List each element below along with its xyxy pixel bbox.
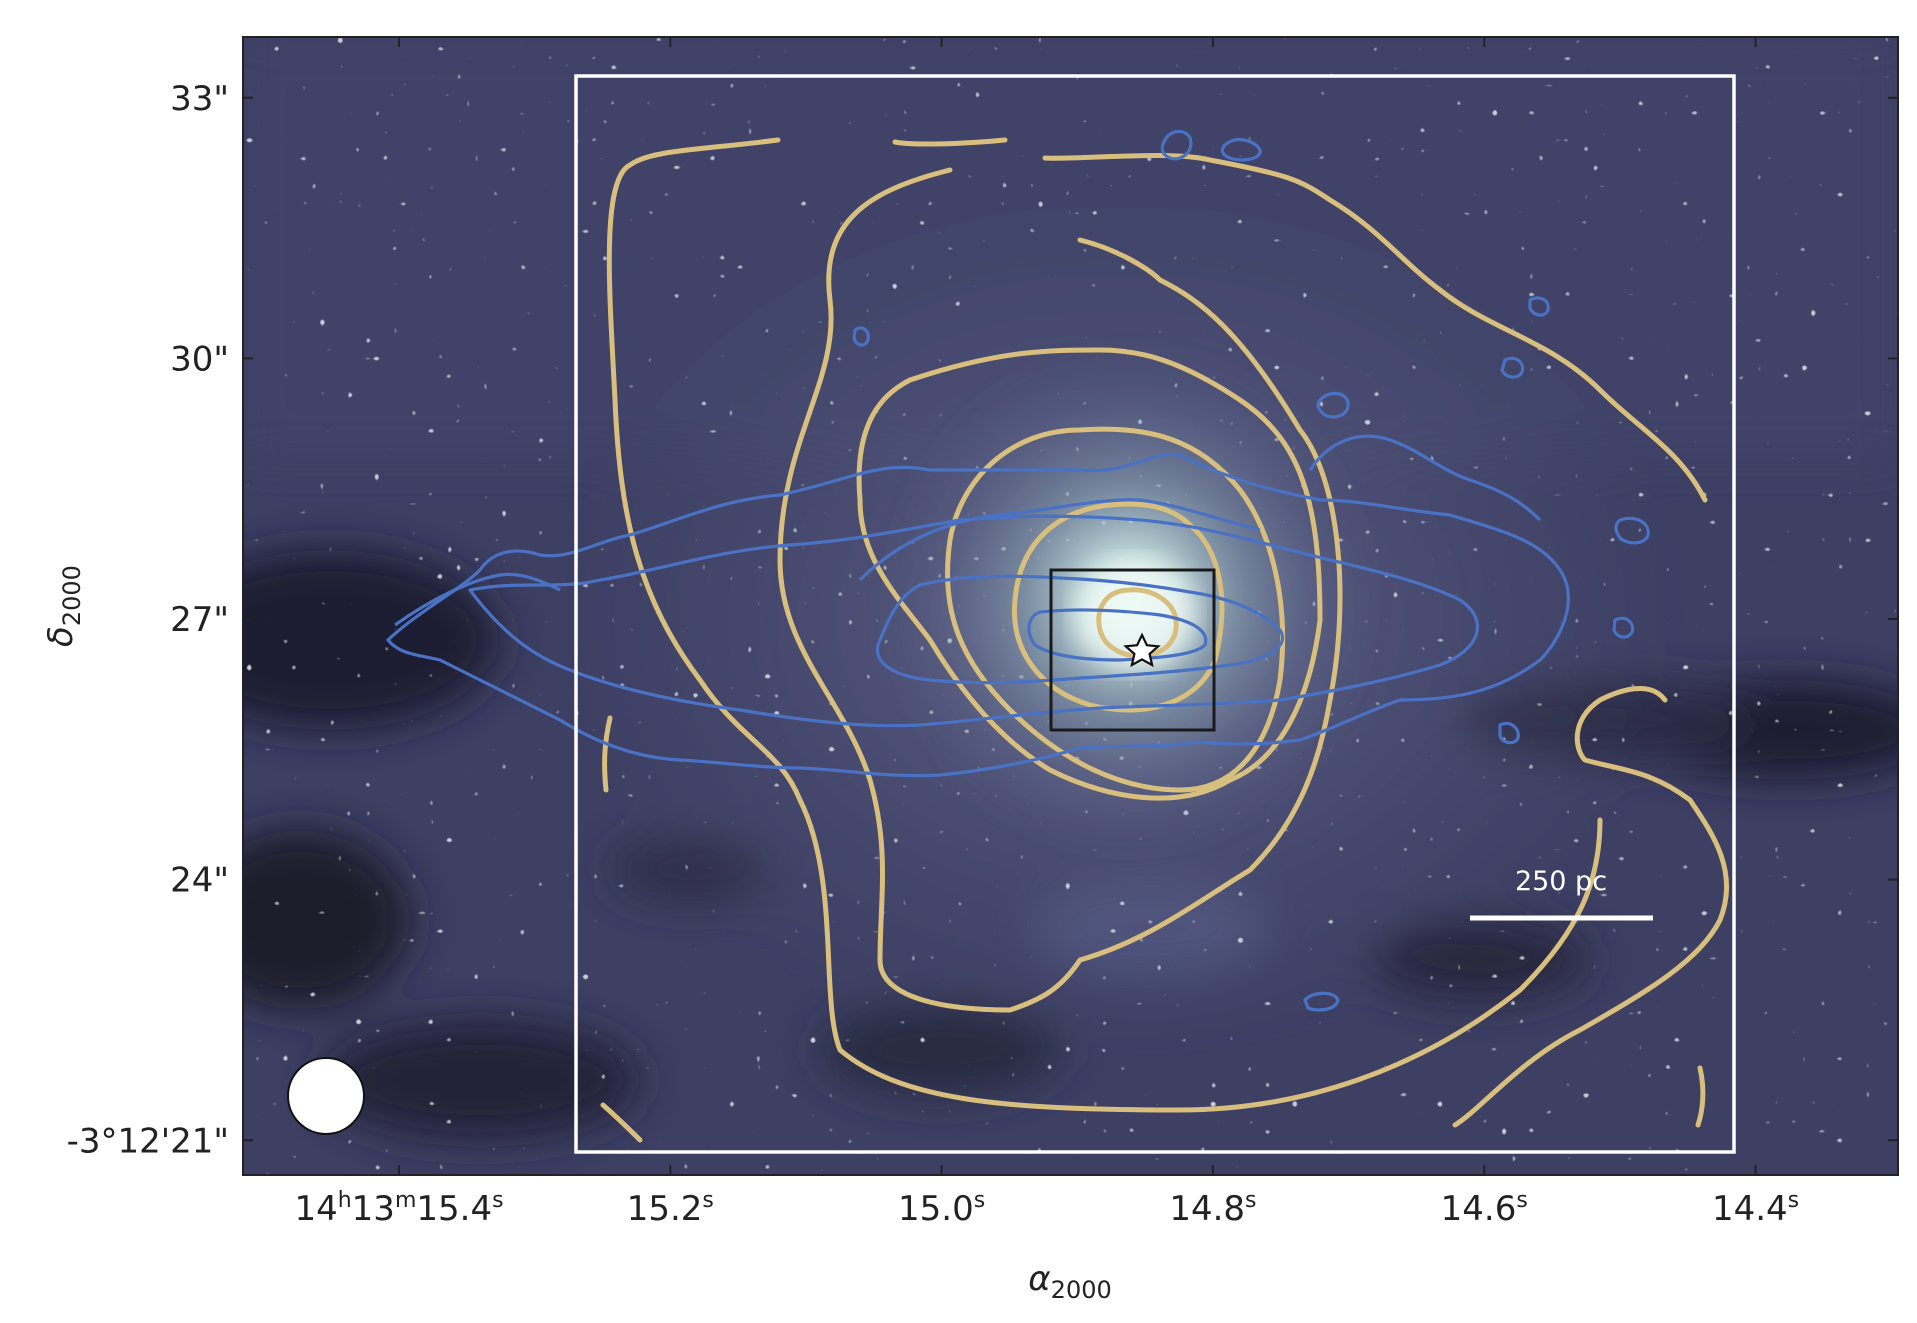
- x-axis-label: α2000: [1028, 1259, 1112, 1304]
- tan-contour-4: [945, 426, 1286, 793]
- y-axis-label-symbol: δ: [41, 626, 81, 647]
- x-tick-label-3-part-1: s: [1245, 1188, 1256, 1213]
- blue-contour-blob-7: [852, 326, 870, 347]
- blue-contour-blob-1: [1316, 391, 1350, 419]
- y-tick-label-1: 24": [170, 861, 229, 901]
- tan-contour-1c: [1042, 153, 1708, 503]
- blue-contour-upper-arm: [1308, 434, 1542, 522]
- x-tick-label-5: 14.4s: [1712, 1188, 1799, 1229]
- x-tick-label-3-part-0: 14.8: [1169, 1189, 1245, 1229]
- x-axis-label-symbol: α: [1028, 1259, 1050, 1299]
- x-tick-label-0-part-2: 13: [352, 1189, 395, 1229]
- blue-contour-top-cloud: [1160, 129, 1193, 161]
- tan-contour-1b: [892, 137, 1008, 147]
- x-tick-label-2-part-1: s: [974, 1188, 985, 1213]
- blue-contour-blob-5: [1303, 991, 1340, 1012]
- x-tick-label-0-part-1: h: [338, 1188, 352, 1213]
- x-tick-label-1-part-1: s: [702, 1188, 713, 1213]
- nucleus-star-marker: [1123, 632, 1161, 668]
- blue-contour-blob-8: [1528, 296, 1550, 317]
- tan-contours: [600, 137, 1730, 1143]
- y-axis-label: δ2000: [41, 565, 86, 647]
- x-tick-label-0-part-4: 15.4: [416, 1189, 492, 1229]
- x-axis-label-subscript: 2000: [1051, 1276, 1112, 1304]
- x-tick-label-0-part-3: m: [395, 1188, 416, 1213]
- blue-contour-outer: [386, 452, 1570, 778]
- y-tick-label-3: 30": [170, 339, 229, 379]
- tan-contour-3: [856, 347, 1323, 801]
- blue-contour-blob-2: [1500, 356, 1525, 379]
- blue-contour-top-cloud-2: [1220, 137, 1262, 162]
- tan-contour-1: [606, 137, 1603, 1113]
- x-tick-label-0: 14h13m15.4s: [294, 1188, 503, 1229]
- tan-contour-8: [602, 715, 613, 793]
- x-tick-label-5-part-1: s: [1788, 1188, 1799, 1213]
- sky-image: [243, 37, 1898, 1175]
- blue-contour-mid: [468, 514, 1479, 728]
- blue-contour-blob-3: [1614, 516, 1650, 545]
- scale-bar-label: 250 pc: [1515, 866, 1607, 897]
- blue-contour-blob-6: [1612, 616, 1635, 639]
- tan-contour-7: [600, 1102, 643, 1143]
- blue-contour-left-tail: [394, 572, 561, 627]
- y-tick-label-4: 33": [170, 79, 229, 119]
- y-axis-label-subscript: 2000: [58, 565, 86, 626]
- beam-ellipse: [287, 1057, 365, 1135]
- x-tick-label-0-part-0: 14: [294, 1189, 337, 1229]
- x-tick-label-2-part-0: 15.0: [898, 1189, 974, 1229]
- zoom-region-box: [1049, 568, 1216, 732]
- blue-contour-core: [1027, 608, 1208, 662]
- x-tick-label-0-part-5: s: [492, 1188, 503, 1213]
- tan-contour-10: [1695, 1065, 1706, 1128]
- x-tick-label-4-part-1: s: [1516, 1188, 1527, 1213]
- x-tick-label-1-part-0: 15.2: [627, 1189, 703, 1229]
- blue-contour-inner: [875, 574, 1285, 685]
- x-tick-label-4-part-0: 14.6: [1441, 1189, 1517, 1229]
- blue-contours: [386, 129, 1650, 1012]
- blue-contour-blob-4: [1498, 721, 1520, 745]
- x-tick-label-5-part-0: 14.4: [1712, 1189, 1788, 1229]
- x-tick-label-2: 15.0s: [898, 1188, 985, 1229]
- y-axis-ticks: -3°12'21" 24" 27" 30" 33": [67, 79, 1898, 1161]
- tan-contour-2: [777, 167, 1343, 1013]
- x-tick-label-3: 14.8s: [1169, 1188, 1256, 1229]
- x-tick-label-1: 15.2s: [627, 1188, 714, 1229]
- y-tick-label-0: -3°12'21": [67, 1121, 229, 1161]
- x-tick-label-4: 14.6s: [1441, 1188, 1528, 1229]
- x-axis-ticks: 14h13m15.4s 15.2s 15.0s 14.8s 14.6s 14.4s: [294, 37, 1799, 1229]
- y-tick-label-2: 27": [170, 600, 229, 640]
- tan-contour-9: [1452, 685, 1730, 1128]
- field-of-view-box: [574, 74, 1736, 1154]
- plot-frame: [242, 36, 1899, 1176]
- blue-contour-upper: [858, 498, 1261, 582]
